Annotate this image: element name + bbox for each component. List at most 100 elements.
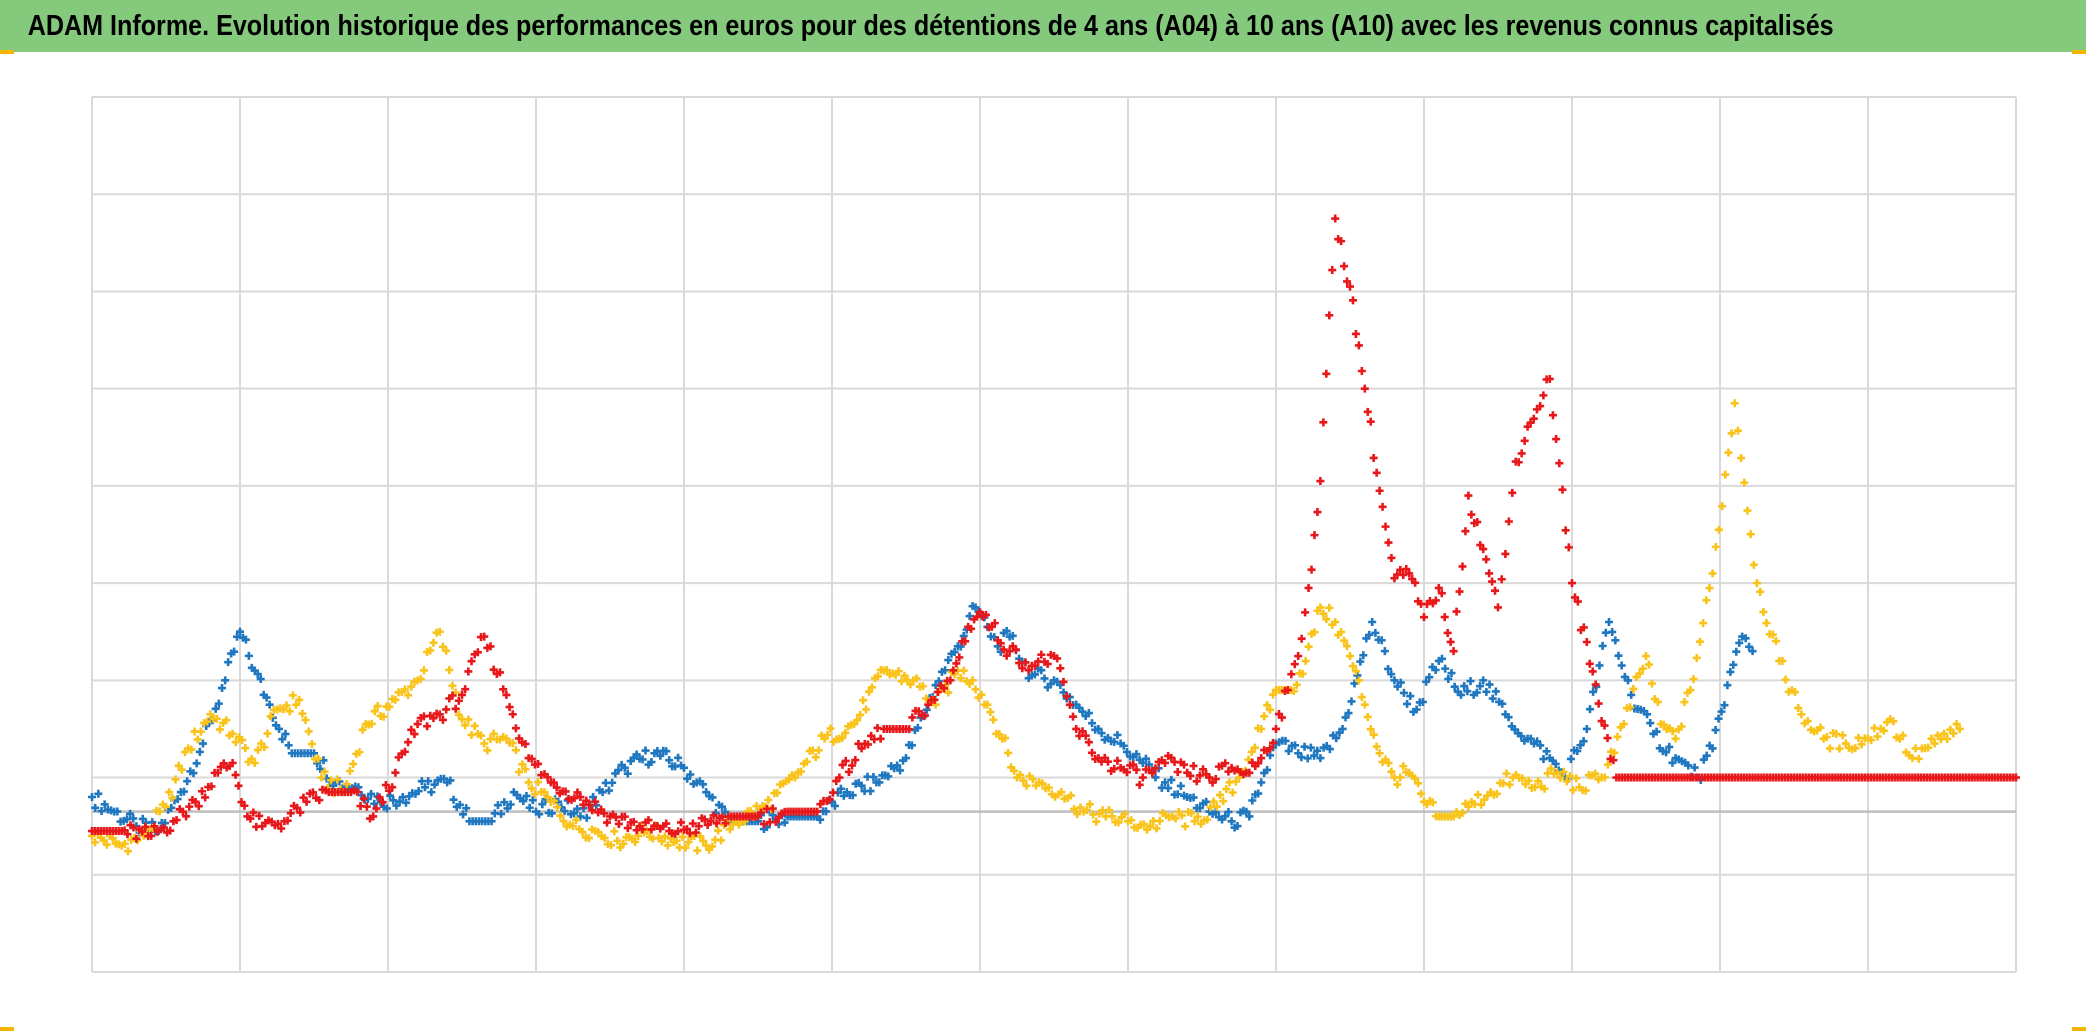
interpolated-point [896, 766, 905, 775]
interpolated-point [1680, 698, 1689, 707]
data-point [1360, 384, 1369, 393]
interpolated-point [1301, 608, 1310, 617]
interpolated-point [260, 743, 269, 752]
data-point [1146, 822, 1155, 831]
interpolated-point [956, 674, 965, 683]
interpolated-point [814, 746, 823, 755]
data-point [1464, 802, 1473, 811]
interpolated-point [1173, 790, 1182, 799]
interpolated-point [1028, 775, 1037, 784]
data-point [1331, 214, 1340, 223]
interpolated-point [1533, 737, 1542, 746]
interpolated-point [1721, 470, 1730, 479]
interpolated-point [1167, 753, 1176, 762]
interpolated-point [196, 727, 205, 736]
interpolated-point [1266, 744, 1275, 753]
interpolated-point [1504, 713, 1513, 722]
interpolated-point [600, 834, 609, 843]
interpolated-point [1851, 744, 1860, 753]
interpolated-point [385, 702, 394, 711]
interpolated-point [527, 754, 536, 763]
interpolated-point [1579, 623, 1588, 632]
interpolated-point [1488, 577, 1497, 586]
interpolated-point [884, 772, 893, 781]
interpolated-point [721, 807, 730, 816]
data-point [576, 812, 585, 821]
chart-title-bar: ADAM Informe. Evolution historique des p… [0, 0, 2086, 52]
interpolated-point [796, 767, 805, 776]
data-point [1205, 773, 1214, 782]
interpolated-point [1078, 727, 1087, 736]
interpolated-point [1365, 630, 1374, 639]
interpolated-point [1189, 761, 1198, 770]
interpolated-point [1119, 741, 1128, 750]
interpolated-point [407, 725, 416, 734]
data-point [88, 793, 96, 801]
interpolated-point [123, 847, 132, 856]
interpolated-point [1002, 651, 1011, 660]
interpolated-point [1313, 508, 1322, 517]
interpolated-point [129, 814, 138, 823]
interpolated-point [401, 798, 410, 807]
data-point [236, 627, 244, 636]
data-point [1331, 618, 1340, 626]
interpolated-point [1540, 784, 1549, 793]
interpolated-point [1717, 707, 1726, 716]
interpolated-point [1306, 743, 1315, 752]
interpolated-point [349, 759, 358, 768]
interpolated-point [1171, 814, 1180, 823]
interpolated-point [1745, 642, 1754, 651]
interpolated-point [836, 784, 845, 793]
interpolated-point [1699, 755, 1708, 764]
interpolated-point [1794, 704, 1803, 713]
interpolated-point [1559, 767, 1568, 776]
interpolated-point [691, 828, 700, 837]
interpolated-point [1927, 734, 1936, 743]
interpolated-point [1603, 734, 1612, 743]
interpolated-point [244, 651, 253, 660]
interpolated-point [1078, 707, 1087, 716]
data-point [1730, 399, 1739, 408]
interpolated-point [955, 653, 964, 662]
data-point [1368, 618, 1377, 626]
interpolated-point [869, 773, 878, 782]
interpolated-point [193, 735, 202, 744]
interpolated-point [1594, 699, 1603, 708]
interpolated-point [1187, 809, 1196, 818]
interpolated-point [560, 807, 569, 816]
interpolated-point [1177, 811, 1186, 820]
interpolated-point [1652, 727, 1661, 736]
interpolated-point [913, 723, 922, 732]
data-point [458, 690, 466, 699]
interpolated-point [497, 809, 506, 818]
interpolated-point [1689, 675, 1698, 684]
interpolated-point [1520, 436, 1529, 445]
interpolated-point [1088, 719, 1097, 728]
data-point [1501, 549, 1510, 558]
data-point [1708, 744, 1717, 753]
interpolated-point [1024, 666, 1033, 675]
interpolated-point [573, 788, 582, 797]
interpolated-point [1310, 751, 1319, 760]
interpolated-point [1447, 669, 1456, 678]
interpolated-point [506, 800, 515, 809]
interpolated-point [1399, 762, 1408, 771]
interpolated-point [665, 756, 674, 765]
interpolated-point [219, 759, 228, 768]
interpolated-point [461, 685, 470, 694]
interpolated-point [1002, 626, 1011, 635]
interpolated-point [1857, 740, 1866, 749]
interpolated-point [489, 665, 498, 674]
interpolated-point [293, 803, 302, 812]
interpolated-point [876, 734, 885, 743]
interpolated-point [320, 767, 329, 776]
interpolated-point [400, 747, 409, 756]
interpolated-point [678, 832, 687, 841]
interpolated-point [1284, 747, 1293, 756]
interpolated-point [914, 707, 923, 716]
interpolated-point [285, 707, 294, 716]
interpolated-point [1088, 748, 1097, 757]
interpolated-point [859, 696, 868, 705]
interpolated-point [150, 822, 159, 831]
data-point [480, 632, 489, 641]
